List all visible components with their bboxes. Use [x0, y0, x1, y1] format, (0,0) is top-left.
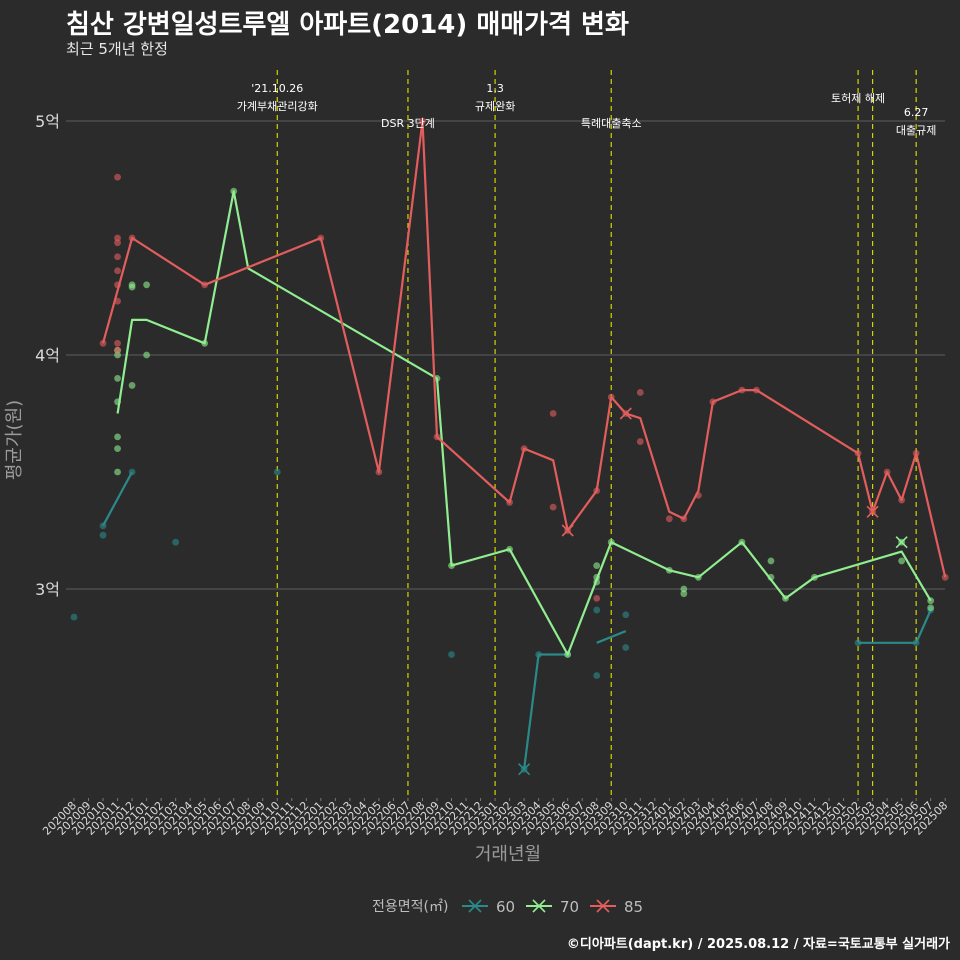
data-point: [114, 351, 121, 359]
cross-marker: [619, 407, 632, 420]
cross-marker: [561, 524, 574, 537]
y-tick-label: 5억: [35, 112, 60, 131]
legend-label: 85: [624, 898, 643, 916]
event-label: 가계부채관리강화: [237, 100, 318, 113]
data-point: [114, 253, 121, 261]
legend-key-cross: [532, 899, 546, 913]
data-point: [665, 515, 673, 523]
y-tick-label: 3억: [35, 580, 60, 599]
legend: 전용면적(㎡) 60 70 85: [372, 898, 643, 916]
data-point: [593, 606, 601, 614]
chart-title: 침산 강변일성트루엘 아파트(2014) 매매가격 변화: [66, 10, 629, 40]
x-axis-title: 거래년월: [475, 844, 541, 865]
data-point: [114, 375, 121, 382]
event-label: 대출규제: [896, 124, 936, 137]
legend-key-cross: [468, 899, 482, 913]
data-point: [927, 604, 935, 612]
data-point: [114, 267, 121, 275]
data-point: [70, 613, 78, 621]
data-point: [636, 438, 644, 445]
data-point: [114, 173, 121, 181]
data-point: [593, 672, 601, 679]
event-label: 6.27: [904, 106, 929, 119]
data-point: [114, 445, 121, 452]
data-point: [114, 339, 121, 347]
data-point: [114, 346, 121, 354]
data-point: [172, 538, 180, 546]
data-point: [622, 644, 630, 651]
grid-layer: [66, 120, 945, 590]
data-point: [114, 468, 121, 476]
cross-marker: [895, 536, 908, 549]
series-85: [99, 117, 949, 602]
y-axis-title: 평균가(원): [4, 400, 25, 480]
event-label: 1.3: [486, 82, 504, 95]
event-label: DSR 3단계: [381, 117, 435, 130]
data-point: [99, 531, 107, 539]
series-60: [70, 468, 935, 776]
legend-item-85: 85: [590, 898, 643, 916]
data-point: [143, 281, 151, 289]
series-line: [116, 190, 932, 656]
data-point: [114, 433, 121, 441]
y-tick-label: 4억: [35, 346, 60, 365]
series-line: [101, 119, 947, 578]
series-layer: [70, 117, 949, 776]
legend-title: 전용면적(㎡): [372, 899, 448, 915]
cross-marker: [518, 763, 531, 776]
legend-label: 60: [496, 898, 515, 916]
legend-item-70: 70: [526, 898, 579, 916]
data-point: [143, 351, 151, 359]
event-label: 토허제 해제: [831, 91, 885, 105]
data-point: [680, 585, 688, 593]
series-line: [102, 471, 134, 527]
source-footer: ©디아파트(dapt.kr) / 2025.08.12 / 자료=국토교통부 실…: [566, 937, 950, 952]
chart-subtitle: 최근 5개년 한정: [66, 40, 168, 58]
data-point: [128, 283, 136, 291]
data-point: [898, 557, 906, 565]
data-point: [636, 389, 644, 396]
data-point: [854, 639, 862, 647]
data-point: [114, 234, 121, 242]
data-point: [622, 611, 630, 619]
data-point: [767, 557, 775, 565]
event-label: 규제완화: [475, 100, 515, 113]
series-line: [596, 630, 627, 644]
event-label: '21.10.26: [251, 82, 303, 95]
legend-label: 70: [560, 898, 579, 916]
data-point: [448, 651, 455, 658]
series-line: [858, 609, 932, 644]
data-point: [593, 562, 601, 569]
series-70: [114, 187, 935, 658]
data-point: [128, 382, 136, 389]
event-lines: [276, 70, 917, 798]
data-point: [114, 239, 121, 247]
data-point: [549, 410, 557, 417]
series-line: [523, 653, 568, 770]
legend-item-60: 60: [462, 898, 515, 916]
data-point: [680, 590, 688, 598]
data-point: [549, 503, 557, 511]
axis-layer: 3억4억5억2020082020092020102020112020122021…: [4, 112, 950, 865]
data-point: [273, 468, 281, 476]
data-point: [593, 594, 601, 602]
cross-marker: [866, 505, 879, 518]
event-label: 특례대출축소: [581, 117, 642, 130]
legend-key-cross: [596, 899, 610, 913]
